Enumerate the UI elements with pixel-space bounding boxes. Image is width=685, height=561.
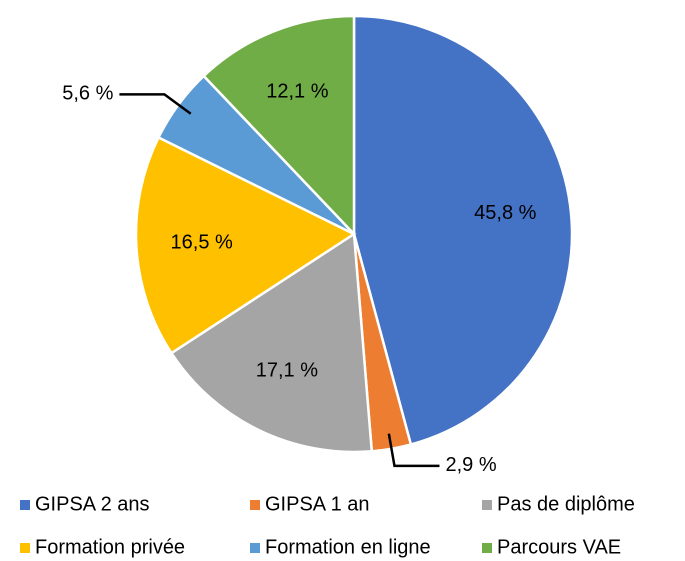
legend-label: Parcours VAE	[497, 536, 621, 558]
legend-label: GIPSA 1 an	[265, 493, 370, 515]
legend-label: Pas de diplôme	[497, 493, 635, 515]
data-label: 45,8 %	[474, 202, 536, 224]
legend-label: Formation privée	[35, 536, 185, 558]
leader-line	[119, 93, 192, 115]
data-label: 12,1 %	[266, 81, 328, 103]
data-label: 16,5 %	[171, 231, 233, 253]
legend-label: Formation en ligne	[265, 536, 431, 558]
legend-swatch	[20, 543, 30, 553]
pie-slice	[202, 14, 356, 238]
legend-swatch	[250, 500, 260, 510]
legend-swatch	[482, 543, 492, 553]
pie-slice	[352, 14, 574, 446]
leader-line	[387, 433, 440, 468]
pie-slice	[169, 231, 374, 454]
data-label: 2,9 %	[445, 454, 496, 476]
legend-swatch	[20, 500, 30, 510]
legend-label: GIPSA 2 ans	[35, 493, 150, 515]
data-label: 5,6 %	[62, 83, 113, 105]
pie-slice	[134, 135, 357, 355]
legend-swatch	[250, 543, 260, 553]
data-label: 17,1 %	[256, 359, 318, 381]
legend-swatch	[482, 500, 492, 510]
